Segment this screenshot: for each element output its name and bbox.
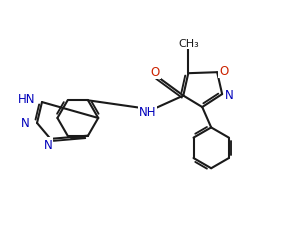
Text: NH: NH [139,106,156,118]
Text: N: N [225,88,233,101]
Text: N: N [21,117,30,130]
Text: HN: HN [17,92,35,105]
Text: O: O [219,64,228,77]
Text: N: N [44,139,52,152]
Text: CH₃: CH₃ [178,39,199,49]
Text: O: O [151,66,160,79]
